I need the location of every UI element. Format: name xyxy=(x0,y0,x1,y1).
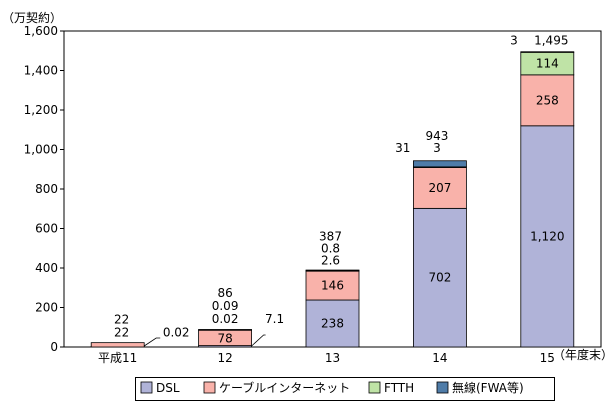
legend-swatch-ケーブルインターネット xyxy=(203,381,216,394)
y-tick-label: 1,400 xyxy=(24,64,58,78)
y-tick-label: 400 xyxy=(35,261,58,275)
bar-segment-無線(FWA等) xyxy=(520,51,575,53)
x-axis: 平成11 12 13 14 15 xyxy=(98,351,555,365)
leader-line xyxy=(251,334,266,347)
data-label: 22 xyxy=(114,313,129,327)
data-label: 1,120 xyxy=(530,229,564,243)
y-tick-label: 1,200 xyxy=(24,103,58,117)
x-tick-label: 15 xyxy=(540,351,555,365)
data-label: 86 xyxy=(217,286,232,300)
bar-segment-ケーブルインターネット xyxy=(520,74,575,127)
x-tick-label: 14 xyxy=(432,351,447,365)
y-tick-label: 1,600 xyxy=(24,24,58,38)
data-label: 2.6 xyxy=(321,254,340,268)
data-label: 943 xyxy=(425,129,448,143)
legend-swatch-FTTH xyxy=(368,381,381,394)
data-label: 0.02 xyxy=(212,312,239,326)
data-label: 146 xyxy=(321,279,344,293)
data-label: 702 xyxy=(428,271,451,285)
data-label: 78 xyxy=(217,332,232,346)
legend-label: FTTH xyxy=(384,381,414,395)
x-tick-label: 13 xyxy=(325,351,340,365)
legend-label: 無線(FWA等) xyxy=(452,380,524,395)
legend-label: DSL xyxy=(156,381,180,395)
legend: DSL ケーブルインターネット FTTH 無線(FWA等) xyxy=(140,380,524,395)
data-label: 0.02 xyxy=(163,326,190,340)
bar-segment-無線(FWA等) xyxy=(412,160,467,168)
legend-label: ケーブルインターネット xyxy=(219,380,350,395)
bar-segment-DSL xyxy=(520,125,575,348)
data-label: 22 xyxy=(114,326,129,340)
bar-segment-DSL xyxy=(305,299,360,348)
y-tick-label: 800 xyxy=(35,182,58,196)
y-tick-label: 600 xyxy=(35,222,58,236)
legend-swatch-無線(FWA等) xyxy=(436,381,449,394)
data-label: 258 xyxy=(536,93,559,107)
data-label: 238 xyxy=(321,316,344,330)
data-label: 7.1 xyxy=(265,312,284,326)
legend-swatch-DSL xyxy=(140,381,153,394)
x-axis-title: （年度末） xyxy=(553,347,609,362)
x-tick-label: 12 xyxy=(217,351,232,365)
data-label: 3 xyxy=(433,141,441,155)
data-label: 0.09 xyxy=(212,299,239,313)
bars xyxy=(90,51,575,348)
data-label: 3 xyxy=(510,34,518,48)
bar-segment-DSL xyxy=(412,207,467,348)
data-label: 1,495 xyxy=(534,34,568,48)
x-tick-label: 平成11 xyxy=(98,351,137,365)
bar-segment-無線(FWA等) xyxy=(198,329,253,331)
y-tick-label: 200 xyxy=(35,301,58,315)
data-label: 387 xyxy=(319,230,342,244)
leader-line xyxy=(143,337,161,347)
bar-segment-ケーブルインターネット xyxy=(305,270,360,301)
data-label: 207 xyxy=(428,181,451,195)
bar-segment-無線(FWA等) xyxy=(305,269,360,272)
bar-segment-ケーブルインターネット xyxy=(90,342,145,348)
data-label: 114 xyxy=(536,57,559,71)
data-label: 0.8 xyxy=(321,242,340,256)
y-tick-label: 0 xyxy=(50,340,58,354)
data-label: 31 xyxy=(395,141,410,155)
y-axis-title: （万契約） xyxy=(2,10,62,25)
y-axis: 0 200 400 600 800 1,000 1,200 1,400 1,600 xyxy=(24,24,64,354)
y-tick-label: 1,000 xyxy=(24,143,58,157)
